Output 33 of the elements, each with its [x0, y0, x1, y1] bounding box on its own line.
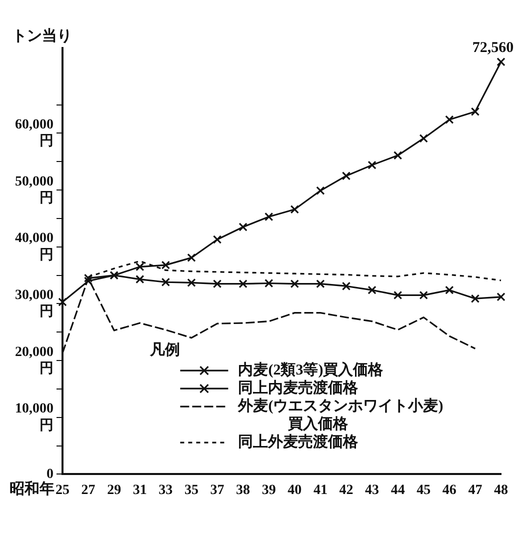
- x-tick-label: 45: [416, 483, 431, 498]
- legend-title: 凡例: [149, 341, 180, 358]
- x-tick-label: 29: [107, 483, 122, 498]
- x-tick-label: 31: [132, 483, 147, 498]
- legend-label: 同上内麦売渡価格: [238, 378, 360, 396]
- y-tick-label: 50,000 円: [15, 174, 54, 206]
- x-tick-label: 27: [81, 483, 96, 498]
- x-tick-label: 44: [390, 483, 405, 498]
- y-tick-label: 0: [46, 466, 54, 482]
- legend-label: 同上外麦売渡価格: [238, 432, 360, 450]
- x-tick-label: 40: [288, 483, 302, 498]
- x-tick-label: 39: [262, 483, 276, 498]
- legend-label: 内麦(2類3等)買入価格: [238, 361, 384, 378]
- y-tick-label: 30,000 円: [15, 288, 54, 320]
- x-tick-label: 42: [339, 483, 354, 498]
- y-tick-label: 40,000 円: [15, 231, 54, 263]
- x-tick-label: 35: [184, 483, 198, 498]
- x-tick-label: 43: [365, 483, 380, 498]
- x-tick-label: 25: [56, 483, 70, 498]
- x-tick-label: 33: [158, 483, 173, 498]
- x-tick-label: 38: [236, 483, 250, 498]
- y-axis-title: トン当り: [12, 27, 72, 44]
- x-tick-label: 47: [468, 483, 482, 498]
- y-tick-label: 60,000 円: [15, 117, 54, 150]
- x-tick-label: 37: [210, 483, 224, 498]
- y-tick-label: 10,000 円: [15, 402, 54, 434]
- annotation: 72,560: [472, 40, 514, 56]
- x-tick-label: 48: [494, 483, 508, 498]
- y-tick-label: 20,000 円: [15, 344, 54, 377]
- x-tick-label: 41: [313, 483, 328, 498]
- x-tick-label: 46: [442, 483, 456, 498]
- legend-label: 外麦(ウエスタンホワイト小麦)買入価格: [237, 397, 444, 432]
- x-axis-title: 昭和年: [10, 480, 54, 498]
